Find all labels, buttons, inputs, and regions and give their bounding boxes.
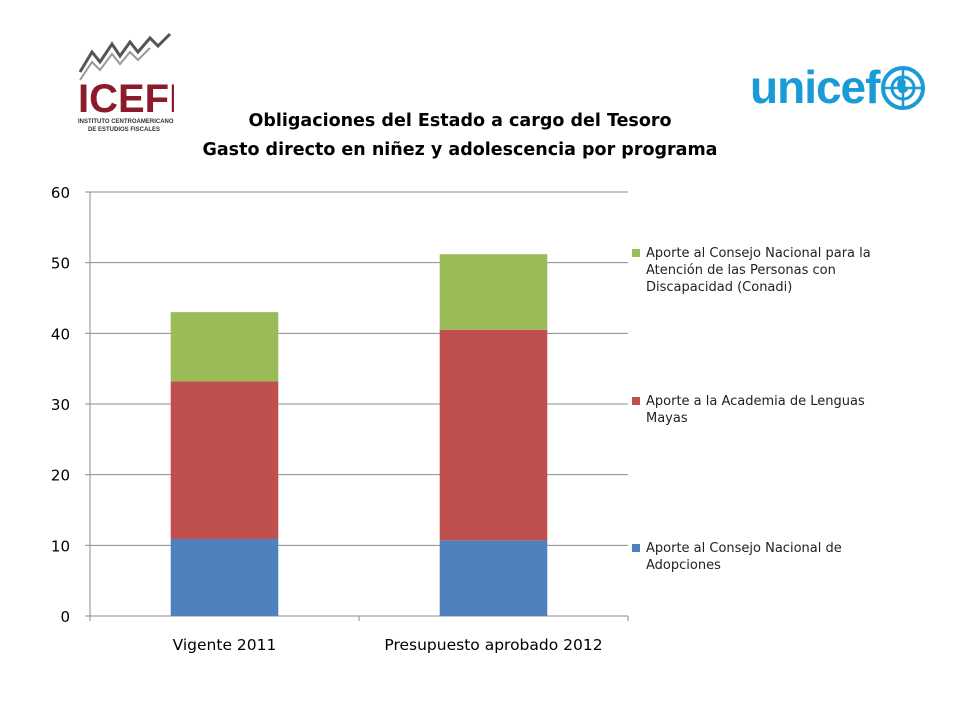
bar-stack — [170, 312, 279, 616]
icefi-graph-icon — [78, 32, 172, 73]
unicef-logo: unicef — [750, 64, 930, 112]
legend-label-adopciones: Aporte al Consejo Nacional de Adopciones — [646, 541, 842, 573]
unicef-emblem-icon — [881, 66, 925, 110]
chart-subtitle: Gasto directo en niñez y adolescencia po… — [202, 140, 718, 160]
y-tick-label: 10 — [51, 537, 70, 555]
icefi-wordmark: ICEFI — [78, 77, 174, 121]
bar-stack — [439, 254, 548, 616]
y-tick-label: 40 — [51, 325, 70, 343]
bar-segment — [439, 254, 548, 330]
y-tick-labels: 0 10 20 30 40 50 60 — [51, 184, 70, 626]
bar-segment — [439, 329, 548, 541]
icefi-graph-shadow-icon — [79, 47, 151, 81]
y-tick-label: 0 — [60, 608, 70, 626]
legend-swatch-academia — [632, 397, 640, 405]
legend-swatch-adopciones — [632, 544, 640, 552]
x-tick-labels: Vigente 2011 Presupuesto aprobado 2012 — [173, 636, 603, 654]
chart-title: Obligaciones del Estado a cargo del Teso… — [248, 111, 672, 131]
x-tick-label: Vigente 2011 — [173, 636, 277, 654]
y-tick-label: 20 — [51, 467, 70, 485]
bar-segment — [170, 312, 279, 382]
y-tick-label: 30 — [51, 396, 70, 414]
legend-swatch-conadi — [632, 249, 640, 257]
icefi-logo: ICEFI INSTITUTO CENTROAMERICANO DE ESTUD… — [78, 32, 180, 134]
y-tick-label: 60 — [51, 184, 70, 202]
y-tick-label: 50 — [51, 255, 70, 273]
unicef-wordmark: unicef — [750, 61, 880, 113]
bar-segment — [170, 538, 279, 616]
icefi-subtitle-2: DE ESTUDIOS FISCALES — [88, 127, 160, 133]
legend-label-conadi: Aporte al Consejo Nacional para la Atenc… — [646, 246, 871, 295]
legend-label-academia: Aporte a la Academia de Lenguas Mayas — [646, 394, 865, 426]
bar-segment — [170, 381, 279, 539]
x-tick-label: Presupuesto aprobado 2012 — [384, 636, 602, 654]
icefi-subtitle-1: INSTITUTO CENTROAMERICANO — [78, 119, 174, 125]
bar-segment — [439, 540, 548, 616]
bar-groups — [170, 254, 548, 616]
